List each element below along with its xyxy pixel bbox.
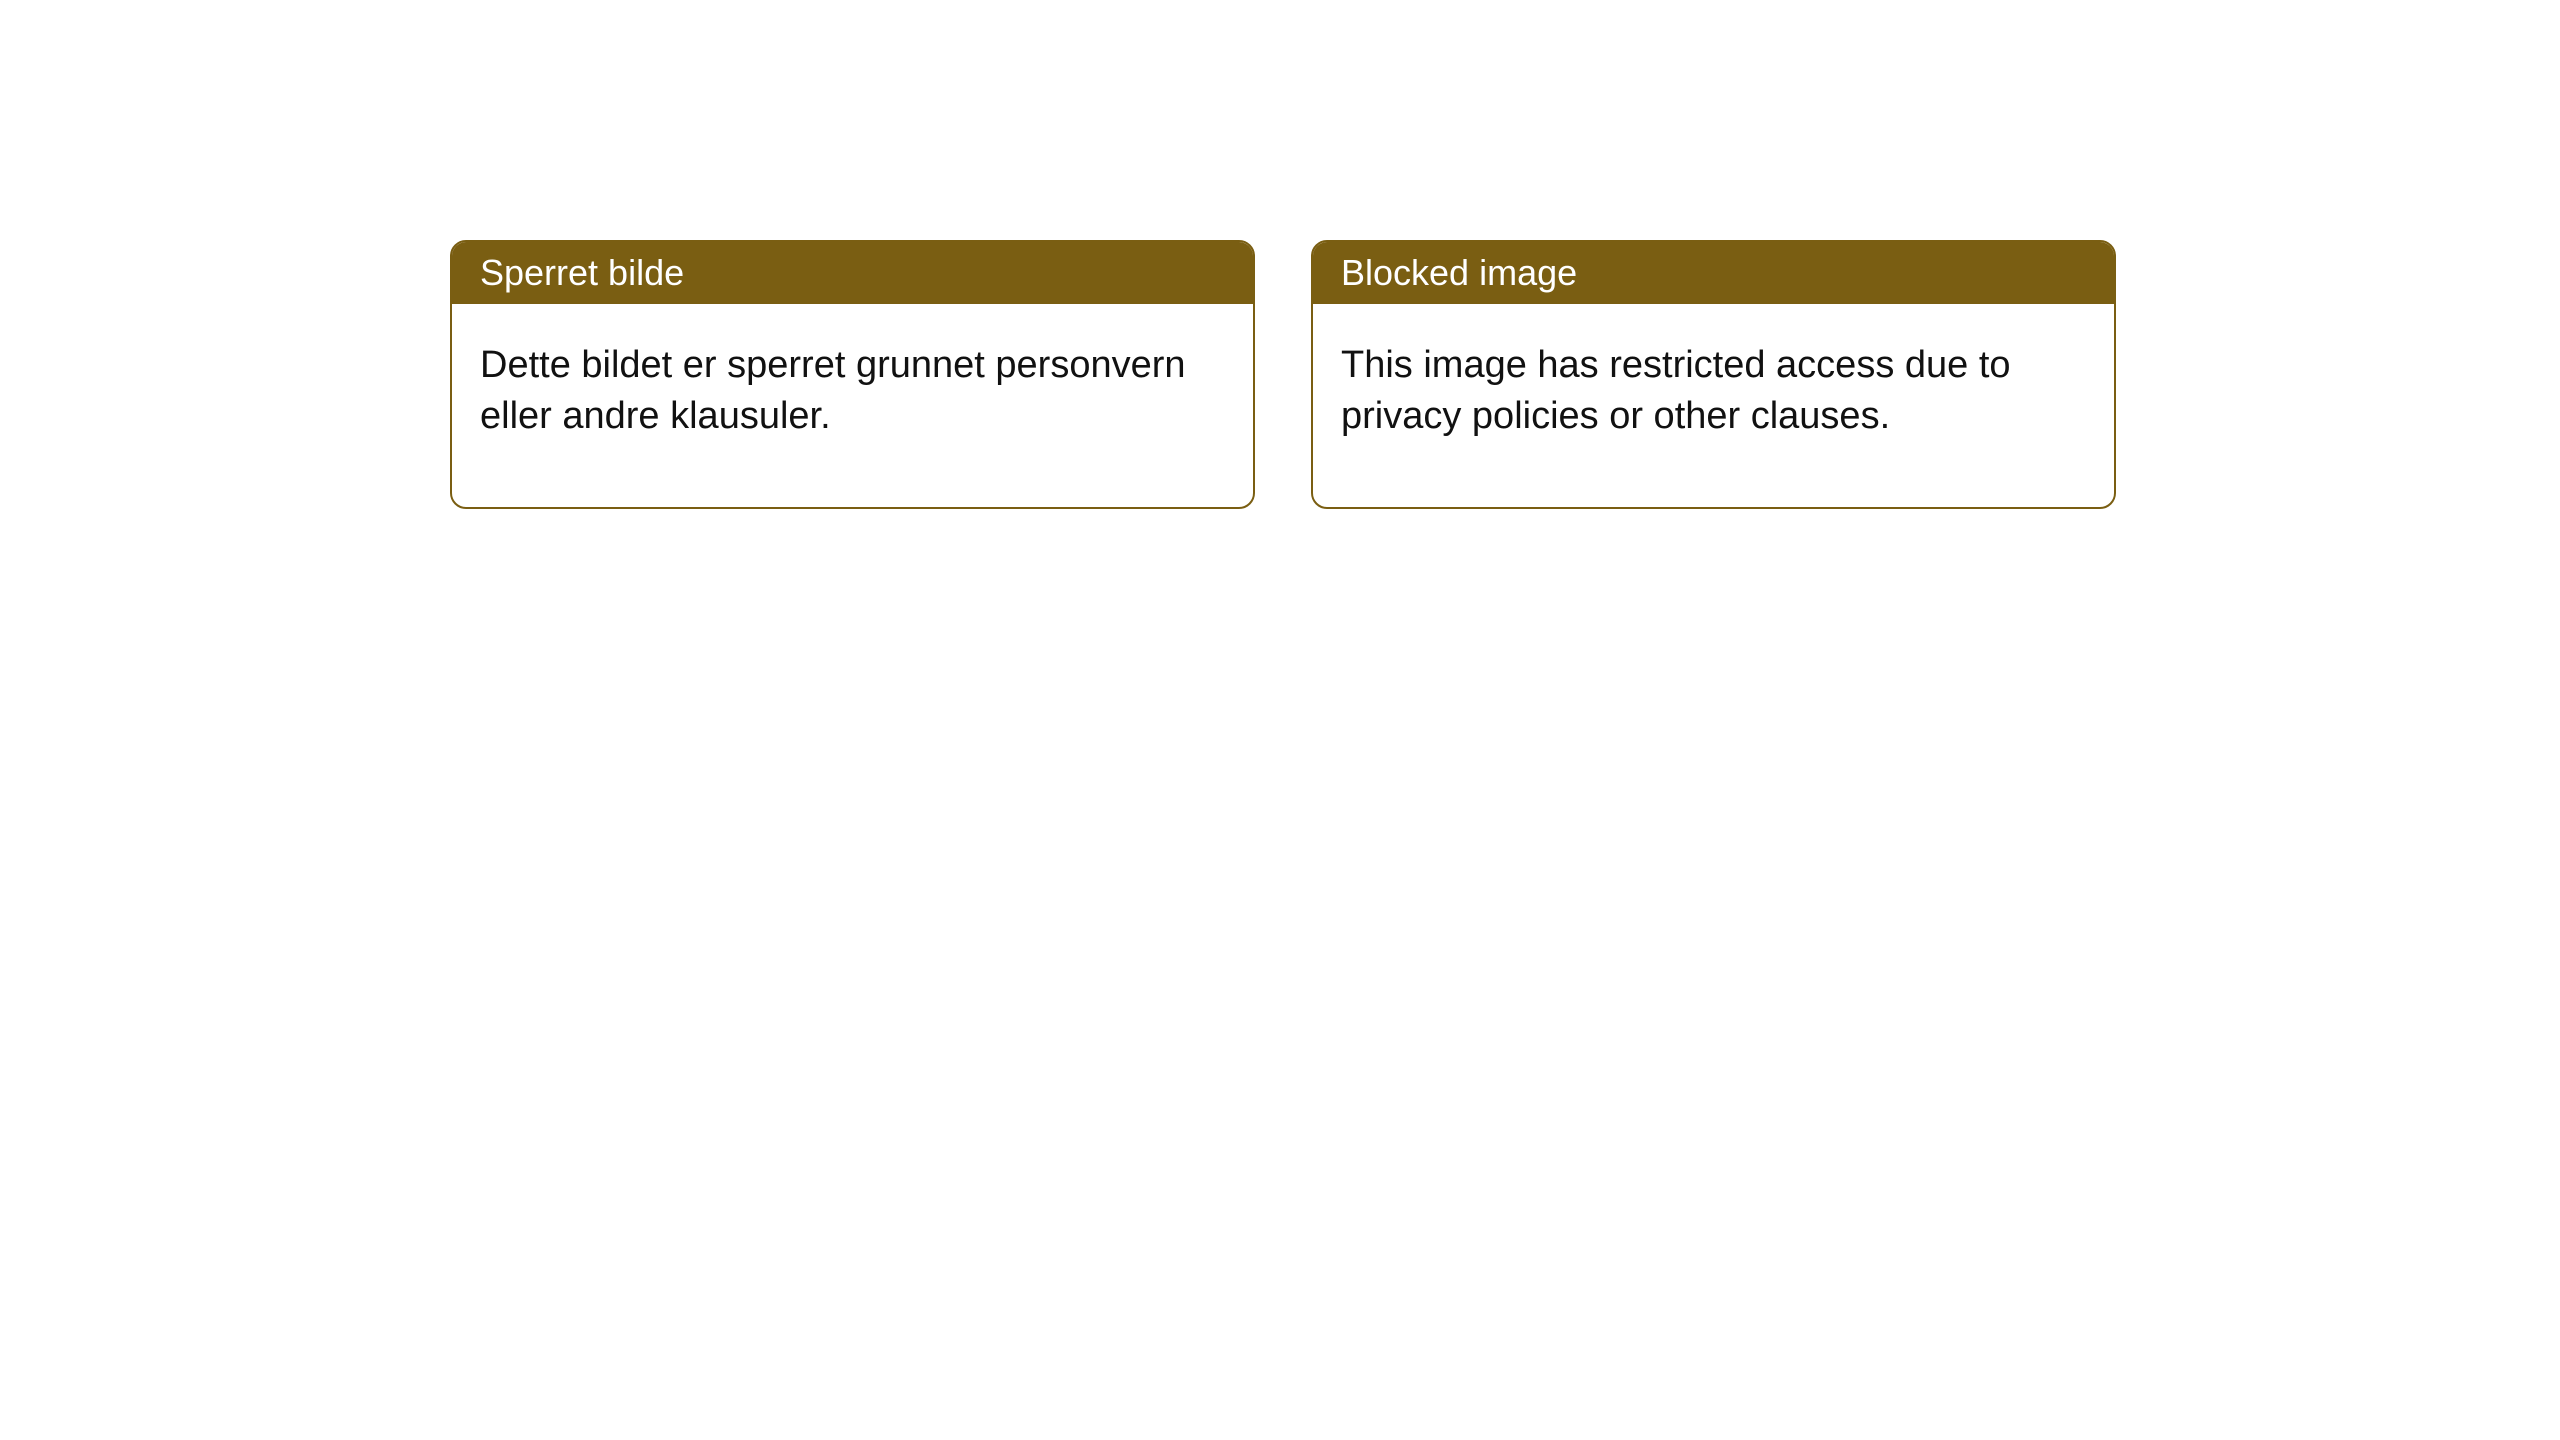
notice-message: Dette bildet er sperret grunnet personve… bbox=[480, 344, 1186, 437]
notice-body: Dette bildet er sperret grunnet personve… bbox=[452, 304, 1253, 507]
notice-header: Sperret bilde bbox=[452, 242, 1253, 304]
notice-message: This image has restricted access due to … bbox=[1341, 344, 2011, 437]
notice-header: Blocked image bbox=[1313, 242, 2114, 304]
notice-card-norwegian: Sperret bilde Dette bildet er sperret gr… bbox=[450, 240, 1255, 509]
notice-title: Sperret bilde bbox=[480, 252, 684, 293]
notice-title: Blocked image bbox=[1341, 252, 1577, 293]
notice-body: This image has restricted access due to … bbox=[1313, 304, 2114, 507]
notice-card-english: Blocked image This image has restricted … bbox=[1311, 240, 2116, 509]
notice-container: Sperret bilde Dette bildet er sperret gr… bbox=[0, 0, 2560, 509]
